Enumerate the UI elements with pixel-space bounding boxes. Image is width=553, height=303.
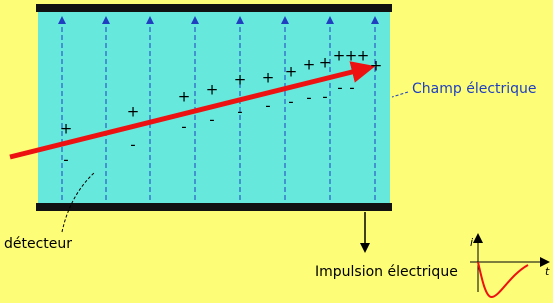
negative-charge: - bbox=[265, 97, 270, 115]
positive-charge: + bbox=[333, 47, 346, 65]
negative-charge: - bbox=[237, 103, 242, 121]
negative-charge: - bbox=[209, 111, 214, 129]
positive-charge: + bbox=[178, 88, 191, 106]
detector-label: détecteur bbox=[4, 236, 72, 252]
positive-charge: + bbox=[303, 56, 316, 74]
positive-charge: + bbox=[60, 120, 73, 138]
positive-charge: + bbox=[319, 54, 332, 72]
pulse-curve bbox=[478, 262, 528, 297]
pulse-graph: i t bbox=[470, 236, 550, 297]
positive-charge: + bbox=[357, 47, 370, 65]
negative-charge: - bbox=[130, 136, 135, 154]
page: +++++++++++++----------- Champ électriqu… bbox=[0, 0, 553, 303]
negative-charge: - bbox=[349, 79, 354, 97]
negative-charge: - bbox=[63, 151, 68, 169]
positive-charge: + bbox=[370, 57, 383, 75]
negative-charge: - bbox=[322, 88, 327, 106]
field-pointer bbox=[392, 92, 408, 97]
positive-charge: + bbox=[206, 81, 219, 99]
negative-charge: - bbox=[181, 118, 186, 136]
graph-x-label: t bbox=[545, 265, 550, 278]
positive-charge: + bbox=[345, 47, 358, 65]
positive-charge: + bbox=[262, 69, 275, 87]
top-electrode bbox=[36, 4, 392, 12]
diagram: +++++++++++++----------- Champ électriqu… bbox=[0, 0, 553, 303]
negative-charge: - bbox=[337, 79, 342, 97]
field-label: Champ électrique bbox=[412, 81, 537, 97]
positive-charge: + bbox=[285, 63, 298, 81]
positive-charge: + bbox=[234, 71, 247, 89]
graph-y-label: i bbox=[470, 236, 473, 249]
negative-charge: - bbox=[306, 89, 311, 107]
bottom-electrode bbox=[36, 203, 392, 211]
negative-charge: - bbox=[288, 93, 293, 111]
positive-charge: + bbox=[127, 103, 140, 121]
pulse-label: Impulsion électrique bbox=[315, 264, 458, 280]
